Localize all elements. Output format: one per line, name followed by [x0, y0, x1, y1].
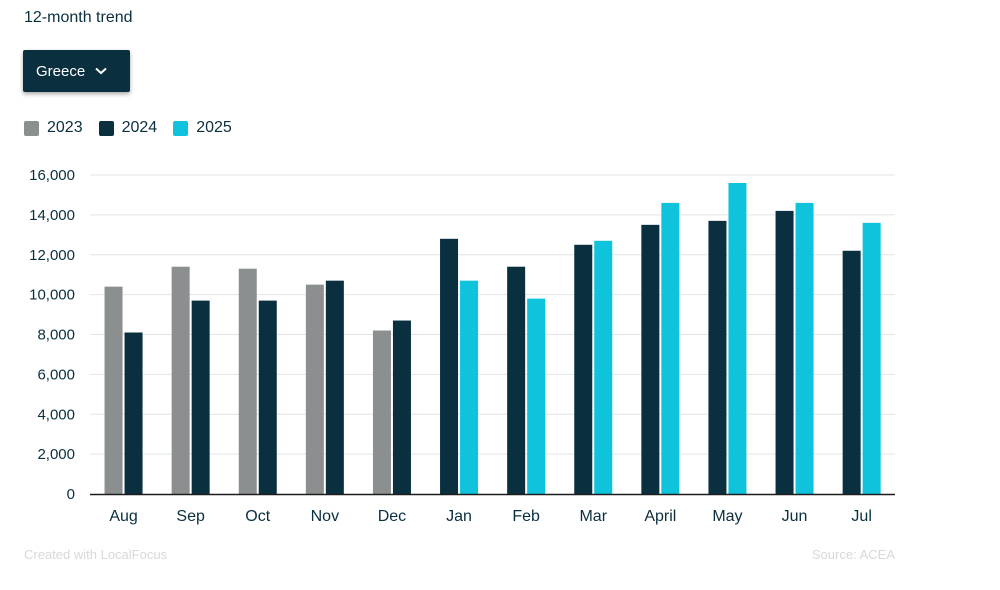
y-tick-label: 10,000: [29, 287, 75, 304]
bar-Dec-2023: [372, 330, 391, 494]
bar-Jul-2024: [842, 250, 861, 494]
bar-Jan-2025: [460, 280, 479, 494]
bar-Sep-2024: [191, 300, 210, 494]
bar-Aug-2023: [104, 286, 123, 494]
y-tick-label: 0: [67, 486, 75, 503]
bar-May-2024: [708, 220, 727, 494]
x-tick-label: April: [644, 508, 676, 525]
x-tick-label: Jun: [782, 508, 808, 525]
bar-Dec-2024: [392, 320, 411, 494]
bar-April-2024: [641, 224, 660, 494]
legend-swatch-2024: [98, 120, 114, 136]
country-dropdown-label: Greece: [36, 62, 86, 80]
x-tick-label: Jul: [851, 508, 871, 525]
y-tick-label: 2,000: [37, 446, 75, 463]
legend-item-2025[interactable]: 2025: [173, 119, 232, 137]
y-tick-label: 12,000: [29, 247, 75, 264]
y-tick-label: 4,000: [37, 406, 75, 423]
bar-Jan-2024: [440, 238, 459, 494]
x-tick-label: Aug: [109, 508, 137, 525]
chart-title: 12-month trend: [24, 9, 133, 26]
bar-Nov-2024: [325, 280, 344, 494]
bar-Jun-2025: [795, 202, 814, 494]
legend-swatch-2025: [173, 120, 189, 136]
x-tick-label: Dec: [378, 508, 406, 525]
footer-credit[interactable]: Created with LocalFocus: [24, 547, 168, 562]
legend-label-2024: 2024: [121, 119, 158, 136]
x-tick-label: Mar: [579, 508, 607, 525]
bar-Feb-2025: [527, 298, 546, 494]
x-tick-label: Oct: [245, 508, 270, 525]
y-tick-label: 16,000: [29, 167, 75, 184]
y-tick-label: 8,000: [37, 327, 75, 344]
x-tick-label: Feb: [512, 508, 540, 525]
bar-Feb-2024: [507, 266, 526, 494]
x-tick-label: Jan: [446, 508, 472, 525]
bar-April-2025: [661, 202, 680, 494]
legend-item-2024[interactable]: 2024: [98, 119, 158, 137]
bar-Oct-2024: [258, 300, 277, 494]
bar-Jul-2025: [862, 222, 881, 494]
y-tick-label: 14,000: [29, 207, 75, 224]
bar-Oct-2023: [238, 268, 257, 494]
bar-Jun-2024: [775, 210, 794, 494]
bar-Nov-2023: [305, 284, 324, 494]
x-tick-label: Sep: [176, 508, 205, 525]
bar-Mar-2024: [574, 244, 593, 494]
footer-source: Source: ACEA: [811, 547, 895, 562]
legend-label-2025: 2025: [196, 119, 232, 136]
bar-Aug-2024: [124, 332, 143, 494]
bar-May-2025: [728, 182, 747, 494]
x-tick-label: Nov: [311, 508, 339, 525]
legend-swatch-2023: [24, 120, 39, 136]
legend: 2023 2024 2025: [24, 119, 248, 137]
bar-chart: 0 2,000 4,000 6,000 8,000 10,000 12,000 14,000 1…: [29, 167, 895, 525]
legend-label-2023: 2023: [47, 119, 83, 136]
chevron-down-icon: [95, 67, 107, 75]
bar-Sep-2023: [171, 266, 190, 494]
country-dropdown[interactable]: Greece: [23, 50, 130, 92]
y-tick-label: 6,000: [37, 366, 75, 383]
bar-Mar-2025: [594, 240, 613, 494]
legend-item-2023[interactable]: 2023: [24, 119, 83, 137]
x-tick-label: May: [712, 508, 742, 525]
